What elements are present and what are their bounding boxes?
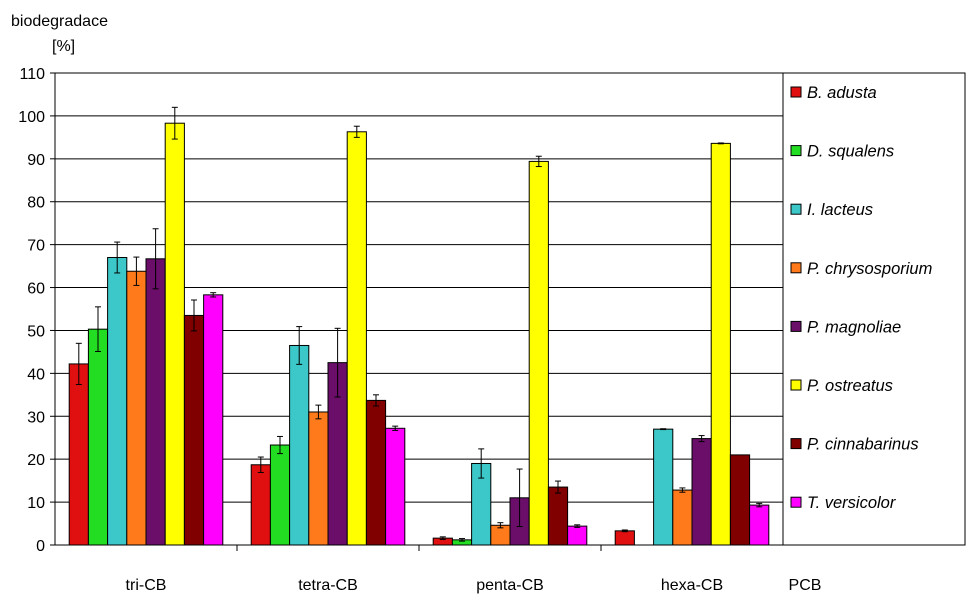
legend-entry: P. magnoliae [807,318,901,336]
bar [126,270,147,546]
legend-entry: P. cinnabarinus [807,436,919,454]
legend-entry: B. adusta [807,84,877,102]
bar [567,525,588,546]
legend: B. adusta D. squalens I. lacteus P. chrysos… [782,72,966,546]
bar [710,142,731,546]
bar [672,489,693,546]
x-category-label: tri-CB [126,577,167,594]
bar [203,294,224,546]
legend-box [782,72,966,546]
legend-swatch [790,320,802,332]
x-axis-label: PCB [789,577,822,594]
bar [183,314,205,546]
legend-entry: P. ostreatus [807,377,893,395]
bar [528,160,549,546]
y-tick-label: 100 [18,109,45,126]
bar [308,411,329,546]
y-tick-label: 0 [36,538,45,555]
bar [68,363,89,546]
y-axis-label: biodegradace [11,13,108,30]
y-tick-label: 30 [27,409,45,426]
bar [749,504,770,546]
legend-entry: D. squalens [807,143,894,161]
x-axis-categories: tri-CB tetra-CB penta-CB hexa-CB [126,545,723,594]
bar [107,257,128,546]
y-tick-label: 10 [27,495,45,512]
bar [365,399,387,546]
bar [729,454,751,546]
legend-swatch [790,438,802,450]
y-tick-label: 60 [27,281,45,298]
bar [145,258,166,546]
legend-swatch [790,379,802,391]
bar [614,530,635,546]
y-axis-ticks: 0 10 20 30 40 50 60 70 80 90 100 110 [18,66,55,555]
y-tick-label: 110 [19,66,45,83]
bar [346,131,367,546]
legend-entry: I. lacteus [807,201,873,219]
y-axis-unit: [%] [52,38,75,55]
bar [691,438,712,546]
y-tick-label: 50 [27,323,45,340]
bar [250,464,271,546]
legend-swatch [790,496,802,508]
bar [289,344,310,546]
x-category-label: tetra-CB [298,577,358,594]
x-category-label: hexa-CB [661,577,723,594]
legend-swatch [790,203,802,215]
y-tick-label: 20 [27,452,45,469]
legend-swatch [790,145,802,157]
bar [87,328,109,546]
y-tick-label: 80 [27,195,45,212]
bar [385,427,406,546]
x-category-label: penta-CB [476,577,544,594]
bar [269,444,291,546]
bar [653,428,674,546]
legend-swatch [790,262,802,274]
y-tick-label: 40 [27,366,45,383]
y-tick-label: 90 [27,152,45,169]
bar [547,486,569,546]
bar-series [68,106,770,546]
legend-entry: P. chrysosporium [807,260,932,278]
bar [164,122,185,546]
legend-entry: T. versicolor [807,494,897,512]
legend-swatch [790,86,802,98]
y-tick-label: 70 [27,238,45,255]
